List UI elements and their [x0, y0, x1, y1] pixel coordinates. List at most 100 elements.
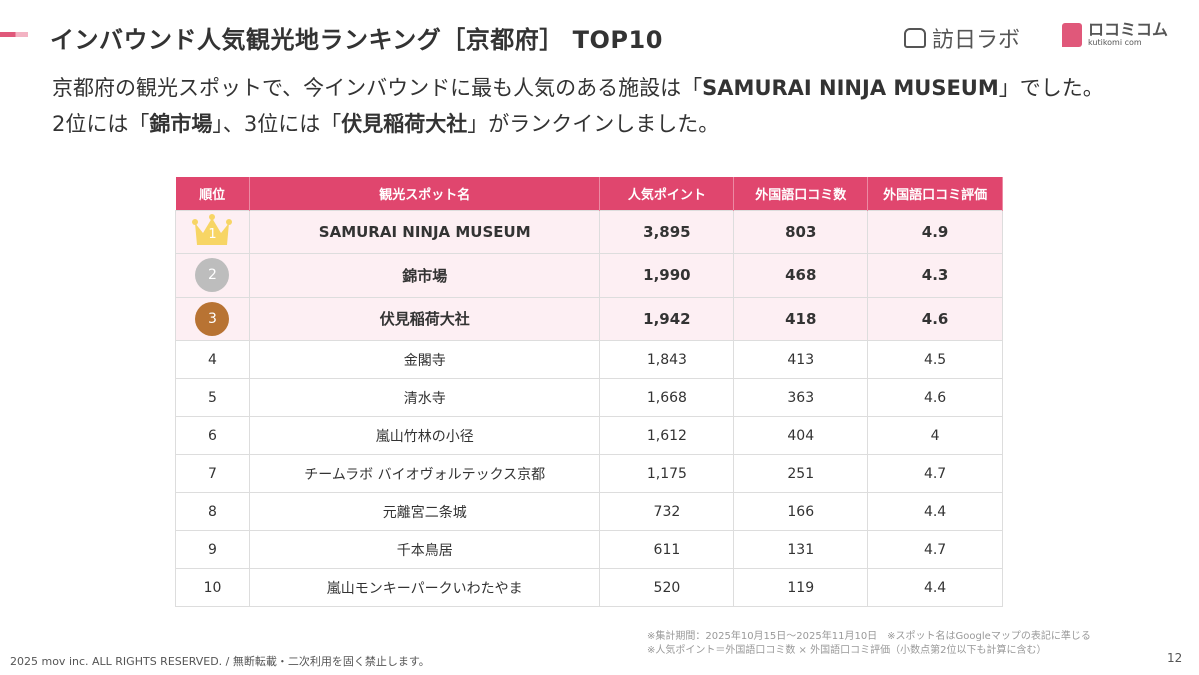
cell-rank: 6 [175, 416, 250, 455]
table-row: 4 金閣寺 1,843 413 4.5 [175, 340, 1003, 379]
table-row: 1 SAMURAI NINJA MUSEUM 3,895 803 4.9 [175, 209, 1003, 254]
cell-reviews: 803 [733, 209, 869, 254]
note-period: ※集計期間：2025年10月15日～2025年11月10日 ※スポット名はGoo… [647, 631, 1091, 642]
cell-points: 611 [599, 530, 735, 569]
header-rating: 外国語口コミ評価 [867, 177, 1003, 210]
cell-rating: 4.7 [867, 454, 1003, 493]
note-formula: ※人気ポイント＝外国語口コミ数 × 外国語口コミ評価（小数点第2位以下も計算に含… [647, 645, 1047, 656]
table-row: 3 伏見稲荷大社 1,942 418 4.6 [175, 296, 1003, 341]
logo-subtext: kutikomi com [1088, 38, 1142, 47]
lead-highlight: SAMURAI NINJA MUSEUM [702, 76, 999, 100]
copyright: 2025 mov inc. ALL RIGHTS RESERVED. / 無断転… [10, 655, 430, 668]
table-row: 9 千本鳥居 611 131 4.7 [175, 530, 1003, 569]
cell-points: 3,895 [599, 209, 735, 254]
cell-points: 1,175 [599, 454, 735, 493]
lead-text-part: 2位には「 [52, 112, 150, 136]
rank-value: 10 [203, 579, 222, 596]
cell-name: 金閣寺 [248, 340, 601, 379]
cell-name: 嵐山竹林の小径 [248, 416, 601, 455]
cell-reviews: 251 [733, 454, 869, 493]
lead-text: 京都府の観光スポットで、今インバウンドに最も人気のある施設は「SAMURAI N… [52, 70, 1132, 142]
cell-name: チームラボ バイオヴォルテックス京都 [248, 454, 601, 493]
cell-reviews: 363 [733, 378, 869, 417]
lead-text-part: 」、3位には「 [212, 112, 342, 136]
rank-value: 9 [208, 541, 217, 558]
cell-points: 1,843 [599, 340, 735, 379]
cell-reviews: 468 [733, 253, 869, 298]
kutikomi-logo: ロコミコム kutikomi com [1062, 22, 1168, 47]
table-row: 2 錦市場 1,990 468 4.3 [175, 253, 1003, 298]
header-reviews: 外国語口コミ数 [733, 177, 869, 210]
cell-rating: 4.6 [867, 378, 1003, 417]
cell-points: 1,990 [599, 253, 735, 298]
cell-rank: 5 [175, 378, 250, 417]
cell-points: 520 [599, 568, 735, 607]
rank-value: 2 [208, 267, 217, 284]
cell-name: 千本鳥居 [248, 530, 601, 569]
cell-rating: 4.7 [867, 530, 1003, 569]
cell-rating: 4.3 [867, 253, 1003, 298]
cell-rank: 8 [175, 492, 250, 531]
cell-rank: 1 [175, 209, 250, 254]
lead-highlight: 錦市場 [149, 112, 213, 136]
header-points: 人気ポイント [599, 177, 735, 210]
cell-points: 1,668 [599, 378, 735, 417]
lead-text-part: 」でした。 [998, 76, 1104, 100]
bronze-medal-icon: 3 [195, 301, 230, 336]
rank-value: 6 [208, 427, 217, 444]
crown-icon: 1 [189, 213, 235, 247]
cell-rank: 9 [175, 530, 250, 569]
cell-name: 嵐山モンキーパークいわたやま [248, 568, 601, 607]
cell-name: 元離宮二条城 [248, 492, 601, 531]
cell-name: SAMURAI NINJA MUSEUM [248, 209, 601, 254]
accent-bar [0, 32, 28, 37]
notes: ※集計期間：2025年10月15日～2025年11月10日 ※スポット名はGoo… [647, 630, 1091, 658]
cell-name: 伏見稲荷大社 [248, 296, 601, 341]
cell-points: 1,942 [599, 296, 735, 341]
logo-icon [904, 28, 926, 48]
logo-text: 訪日ラボ [932, 28, 1021, 53]
logo-text: ロコミコム [1088, 20, 1169, 39]
cell-reviews: 119 [733, 568, 869, 607]
cell-reviews: 413 [733, 340, 869, 379]
rank-value: 3 [208, 310, 217, 327]
page-title: インバウンド人気観光地ランキング［京都府］ TOP10 [50, 26, 663, 54]
header-name: 観光スポット名 [249, 177, 601, 210]
ranking-table: 順位 観光スポット名 人気ポイント 外国語口コミ数 外国語口コミ評価 1 SAM… [175, 177, 1003, 607]
cell-reviews: 166 [733, 492, 869, 531]
cell-points: 1,612 [599, 416, 735, 455]
cell-rating: 4.4 [867, 568, 1003, 607]
cell-rank: 2 [175, 253, 250, 298]
cell-rank: 7 [175, 454, 250, 493]
cell-rating: 4.5 [867, 340, 1003, 379]
cell-rating: 4 [867, 416, 1003, 455]
cell-rating: 4.4 [867, 492, 1003, 531]
cell-reviews: 131 [733, 530, 869, 569]
lead-highlight: 伏見稲荷大社 [341, 112, 468, 136]
rank-value: 7 [208, 465, 217, 482]
rank-value: 1 [208, 226, 217, 242]
cell-reviews: 404 [733, 416, 869, 455]
honichi-lab-logo: 訪日ラボ [904, 22, 1020, 54]
cell-rank: 10 [175, 568, 250, 607]
rank-value: 8 [208, 503, 217, 520]
cell-rank: 4 [175, 340, 250, 379]
cell-name: 錦市場 [248, 253, 601, 298]
header-rank: 順位 [175, 177, 250, 210]
logo-icon [1062, 22, 1082, 47]
table-row: 7 チームラボ バイオヴォルテックス京都 1,175 251 4.7 [175, 454, 1003, 493]
rank-value: 5 [208, 389, 217, 406]
silver-medal-icon: 2 [195, 258, 230, 293]
cell-name: 清水寺 [248, 378, 601, 417]
table-row: 10 嵐山モンキーパークいわたやま 520 119 4.4 [175, 568, 1003, 607]
cell-points: 732 [599, 492, 735, 531]
table-row: 6 嵐山竹林の小径 1,612 404 4 [175, 416, 1003, 455]
cell-rating: 4.6 [867, 296, 1003, 341]
cell-rating: 4.9 [867, 209, 1003, 254]
lead-text-part: 京都府の観光スポットで、今インバウンドに最も人気のある施設は「 [52, 76, 703, 100]
table-row: 5 清水寺 1,668 363 4.6 [175, 378, 1003, 417]
page-number: 12 [1167, 651, 1183, 665]
cell-rank: 3 [175, 296, 250, 341]
lead-text-part: 」がランクインしました。 [467, 112, 720, 136]
cell-reviews: 418 [733, 296, 869, 341]
